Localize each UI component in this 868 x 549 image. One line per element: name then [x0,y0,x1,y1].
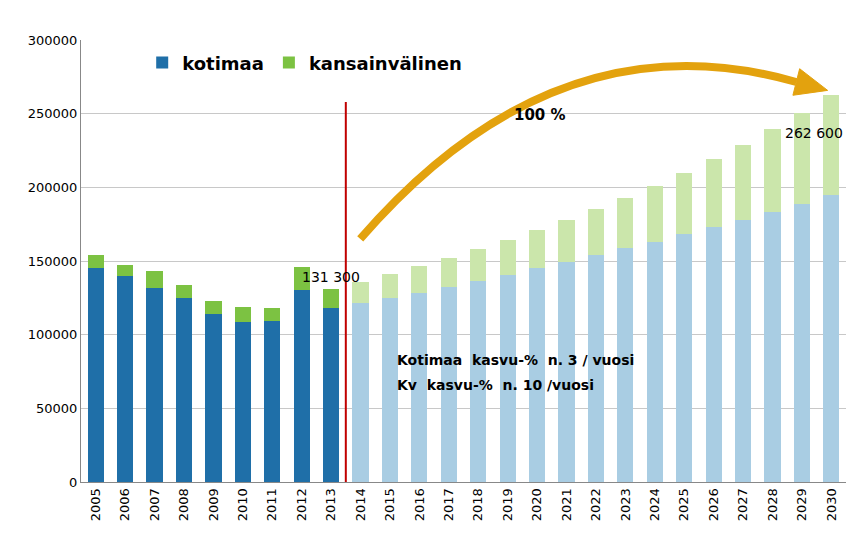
svg-text:300000: 300000 [28,33,78,48]
svg-text:2029: 2029 [794,488,809,521]
svg-text:2011: 2011 [264,488,279,521]
svg-text:2014: 2014 [353,488,368,521]
svg-text:2026: 2026 [706,488,721,521]
svg-text:2021: 2021 [559,488,574,521]
svg-text:2009: 2009 [206,488,221,521]
svg-text:2025: 2025 [676,488,691,521]
svg-text:2030: 2030 [824,488,839,521]
svg-text:2016: 2016 [412,488,427,521]
svg-text:2013: 2013 [323,488,338,521]
svg-text:262 600: 262 600 [785,125,843,141]
svg-text:100000: 100000 [28,327,78,342]
svg-text:50000: 50000 [36,401,77,416]
svg-text:0: 0 [69,475,77,490]
svg-text:2006: 2006 [117,488,132,521]
svg-text:2020: 2020 [529,488,544,521]
svg-text:2005: 2005 [88,488,103,521]
svg-text:Kotimaa kasvu-% n. 3 / vuosi: Kotimaa kasvu-% n. 3 / vuosi [397,352,634,368]
svg-text:2019: 2019 [500,488,515,521]
svg-text:2010: 2010 [235,488,250,521]
svg-text:250000: 250000 [28,106,78,121]
svg-text:2007: 2007 [147,488,162,521]
svg-text:2028: 2028 [765,488,780,521]
svg-text:kotimaa: kotimaa [182,53,264,74]
svg-text:150000: 150000 [28,254,78,269]
svg-text:2018: 2018 [470,488,485,521]
svg-text:2027: 2027 [735,488,750,521]
svg-text:2017: 2017 [441,488,456,521]
svg-text:2015: 2015 [382,488,397,521]
svg-text:2024: 2024 [647,488,662,521]
svg-text:100 %: 100 % [514,106,566,124]
svg-text:2012: 2012 [294,488,309,521]
svg-text:Kv kasvu-% n. 10 /vuosi: Kv kasvu-% n. 10 /vuosi [397,377,594,393]
svg-text:kansainvälinen: kansainvälinen [309,53,462,74]
svg-text:2023: 2023 [618,488,633,521]
svg-text:200000: 200000 [28,180,78,195]
svg-text:2008: 2008 [176,488,191,521]
svg-text:2022: 2022 [588,488,603,521]
svg-text:131 300: 131 300 [302,269,360,285]
